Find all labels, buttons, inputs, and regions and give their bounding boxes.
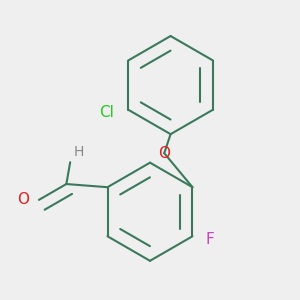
Text: H: H: [74, 145, 84, 159]
Text: F: F: [205, 232, 214, 247]
Text: O: O: [17, 192, 29, 207]
Text: O: O: [158, 146, 170, 161]
Text: Cl: Cl: [99, 105, 114, 120]
